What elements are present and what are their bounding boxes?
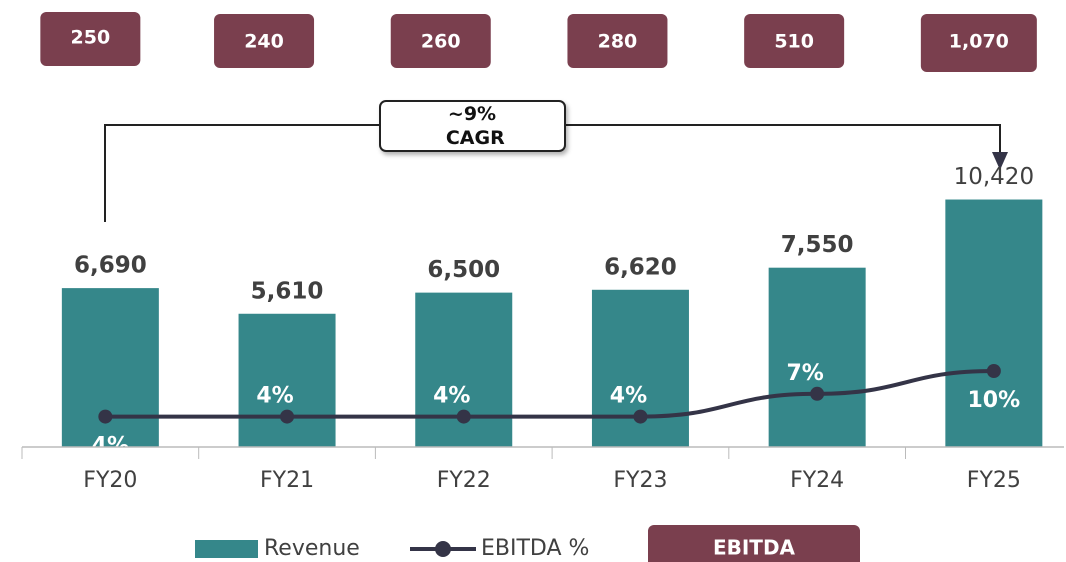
ebitda-label: 250 [71,27,111,49]
bar-value-label: 6,690 [74,253,147,279]
ebitda-box [214,14,315,68]
x-tick-label: FY24 [790,468,844,493]
legend-swatch [195,540,258,558]
bar-value-label: 6,620 [604,254,677,280]
bar [61,288,159,447]
ebitda-box [920,14,1037,72]
legend-point [435,541,451,557]
bar-value-label: 7,550 [781,232,854,258]
line-value-label: 4% [256,384,293,409]
bar [945,199,1043,447]
x-tick-label: FY22 [437,468,491,493]
line-point [280,409,295,424]
bar [238,313,336,447]
line-value-label: 7% [786,361,823,386]
line-point [456,409,471,424]
x-tick-label: FY21 [260,468,314,493]
line-value-label: 10% [968,388,1021,413]
line-value-label: 4% [433,384,470,409]
legend-box [648,525,860,562]
ebitda-box [390,14,491,68]
x-tick-label: FY20 [83,468,137,493]
bar [415,292,513,447]
ebitda-box [40,12,141,66]
ebitda-box [567,14,668,68]
x-tick-label: FY25 [967,468,1021,493]
x-tick-label: FY23 [613,468,667,493]
line [105,369,994,419]
ebitda-label: 280 [598,31,638,53]
legend-label: Revenue [264,536,360,561]
ebitda-label: 510 [774,31,814,53]
cagr-bracket [104,100,1008,222]
line-point [986,364,1001,378]
bar-value-label: 5,610 [251,278,324,304]
line-point [98,409,113,424]
line-point [810,386,825,401]
ebitda-label: 240 [244,31,284,53]
bar-value-label: 10,420 [954,164,1034,190]
legend-label: EBITDA % [481,536,589,561]
line-value-label: 4% [92,434,129,459]
line-point [633,409,648,424]
bar [768,267,866,447]
cagr-label: ~9% CAGR [439,103,505,149]
ebitda-label: 1,070 [949,31,1009,53]
bar-value-label: 6,500 [427,257,500,283]
ebitda-box [744,14,845,68]
ebitda-label: 260 [421,31,461,53]
legend-label: EBITDA [713,536,796,560]
line-value-label: 4% [610,384,647,409]
